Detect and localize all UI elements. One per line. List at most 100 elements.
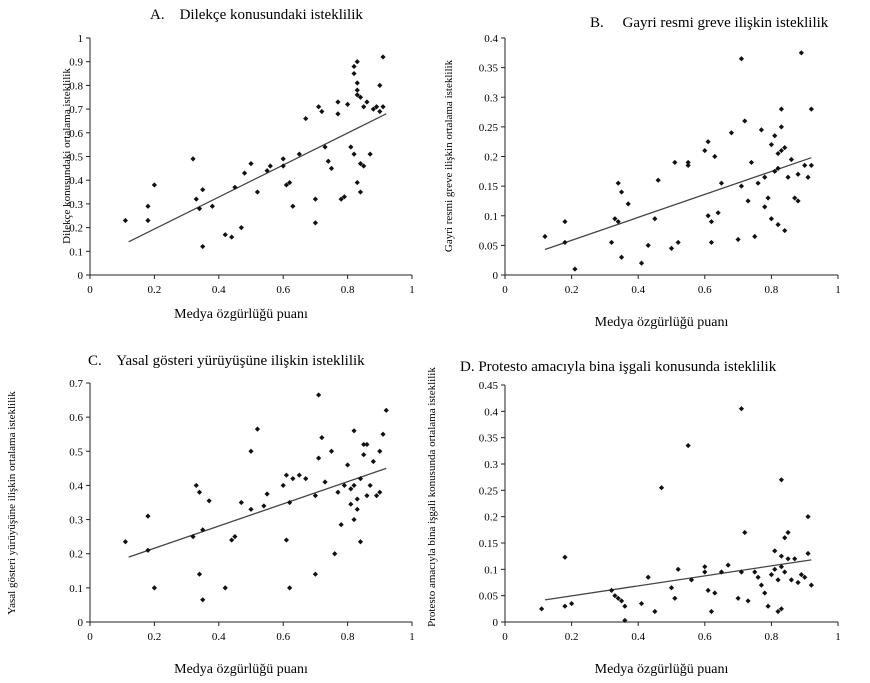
data-point-c [196, 489, 203, 495]
y-axis-label-c: Yasal gösteri yürüyüşüne ilişkin ortalam… [6, 391, 18, 615]
data-point-c [303, 476, 309, 482]
data-point-d [562, 603, 568, 609]
data-point-c [151, 585, 157, 591]
y-tick-label-a: 0.7 [69, 104, 83, 116]
data-point-d [622, 617, 628, 624]
data-point-b [805, 174, 811, 180]
data-point-c [364, 441, 370, 448]
data-point-b [758, 127, 765, 133]
data-point-d [685, 442, 691, 449]
data-point-d [805, 550, 811, 557]
data-point-c [264, 491, 270, 497]
data-point-c [361, 441, 367, 448]
data-point-b [775, 150, 781, 157]
data-point-d [562, 554, 568, 560]
y-tick-label-c: 0.4 [69, 480, 83, 492]
data-point-a [200, 187, 206, 193]
data-point-c [351, 482, 357, 489]
y-tick-label-a: 0.1 [69, 246, 83, 258]
chart-panel-c: C. Yasal gösteri yürüyüşüne ilişkin iste… [6, 353, 415, 677]
y-tick-label-c: 0.1 [69, 583, 83, 595]
x-tick-label-b: 0 [502, 284, 508, 296]
data-point-a [287, 179, 293, 186]
x-tick-label-a: 0 [87, 284, 93, 296]
data-point-a [354, 80, 360, 86]
data-point-a [264, 168, 270, 174]
y-tick-label-c: 0.7 [69, 378, 83, 390]
data-point-a [232, 184, 238, 190]
data-point-b [638, 260, 645, 266]
data-point-a [193, 196, 199, 202]
data-point-b [795, 198, 801, 204]
y-tick-label-a: 0.3 [69, 199, 83, 211]
data-point-a [316, 104, 322, 110]
data-point-c [319, 435, 325, 441]
data-point-a [145, 203, 151, 209]
data-point-b [745, 198, 751, 204]
y-tick-label-d: 0.1 [484, 564, 498, 576]
y-tick-label-d: 0.25 [479, 485, 499, 497]
y-axis-label-a: Dilekçe konusundaki ortalama isteklilik [61, 68, 73, 244]
data-point-a [335, 99, 341, 105]
data-point-d [785, 529, 791, 536]
x-axis-label-b: Medya özgürlüğü puanı [595, 315, 729, 330]
data-point-a [370, 106, 376, 112]
data-point-b [798, 50, 804, 56]
data-point-c [328, 448, 335, 454]
data-point-a [303, 115, 309, 122]
data-point-d [612, 593, 618, 599]
data-point-a [361, 163, 367, 169]
data-point-d [745, 598, 751, 604]
data-point-c [296, 472, 302, 478]
y-tick-label-d: 0.35 [479, 433, 499, 445]
data-point-d [622, 603, 628, 609]
data-point-d [808, 582, 814, 588]
data-point-a [367, 151, 373, 157]
x-tick-label-a: 0.4 [212, 284, 226, 296]
y-tick-label-d: 0.3 [484, 459, 498, 471]
data-point-c [196, 571, 203, 577]
data-point-b [772, 168, 778, 174]
data-point-b [738, 183, 745, 189]
data-point-b [742, 118, 748, 124]
data-point-d [688, 577, 695, 583]
data-point-a [361, 104, 367, 110]
data-point-d [772, 566, 778, 572]
data-point-c [312, 571, 318, 577]
y-tick-label-c: 0 [78, 617, 84, 629]
data-point-a [312, 196, 318, 202]
data-point-a [335, 111, 341, 117]
data-point-a [364, 99, 370, 105]
y-axis-label-d: Protesto amacıyla bina işgali konusunda … [426, 367, 438, 627]
y-tick-label-b: 0.25 [479, 122, 499, 134]
data-point-b [782, 227, 788, 234]
data-point-c [357, 476, 364, 482]
trend-line-a [128, 113, 387, 243]
data-point-c [351, 428, 357, 434]
data-point-b [778, 124, 784, 130]
data-point-b [715, 210, 721, 216]
data-point-b [712, 153, 718, 160]
data-point-b [728, 130, 735, 136]
chart-title-b: B. Gayri resmi greve ilişkin isteklilik [590, 15, 829, 31]
y-tick-label-b: 0.4 [484, 33, 498, 45]
data-point-b [778, 106, 784, 112]
data-point-a [322, 144, 328, 150]
x-tick-label-a: 0.8 [341, 284, 355, 296]
data-point-b [762, 174, 768, 180]
data-point-c [222, 585, 228, 591]
data-point-c [348, 501, 354, 507]
y-tick-label-b: 0.05 [479, 240, 499, 252]
data-point-c [261, 503, 267, 509]
x-tick-label-a: 0.2 [148, 284, 162, 296]
data-point-a [145, 217, 151, 224]
data-point-d [778, 553, 784, 559]
data-point-a [280, 156, 286, 162]
y-tick-label-c: 0.6 [69, 412, 83, 424]
data-point-a [377, 82, 383, 88]
data-point-a [238, 225, 244, 231]
data-point-b [788, 156, 794, 163]
chart-panel-b: B. Gayri resmi greve ilişkin isteklilik 0… [443, 15, 841, 330]
data-point-c [361, 452, 367, 458]
data-point-a [280, 163, 286, 169]
